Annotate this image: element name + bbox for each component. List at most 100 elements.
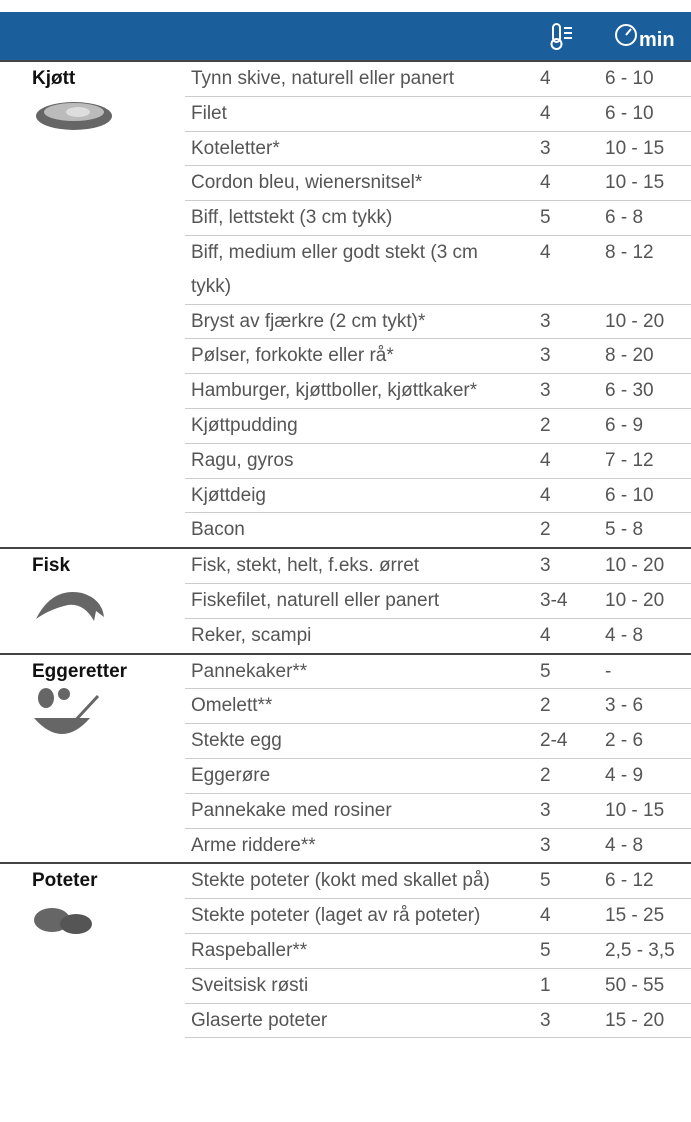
time: 2 - 6 <box>605 724 691 759</box>
level: 3 <box>540 828 605 863</box>
description: Bryst av fjærkre (2 cm tykt)* <box>185 304 540 339</box>
description: Kjøttdeig <box>185 478 540 513</box>
description: Bacon <box>185 513 540 548</box>
description: Tynn skive, naturell eller panert <box>185 61 540 96</box>
description: Pannekaker** <box>185 654 540 689</box>
description: Sveitsisk røsti <box>185 968 540 1003</box>
category-icon <box>32 898 185 950</box>
description: Stekte poteter (kokt med skallet på) <box>185 863 540 898</box>
category-icon <box>32 583 185 635</box>
header: min <box>0 12 691 60</box>
category-cell: Kjøtt <box>0 61 185 548</box>
level: 3 <box>540 304 605 339</box>
level: 5 <box>540 933 605 968</box>
level: 4 <box>540 443 605 478</box>
time: 6 - 8 <box>605 201 691 236</box>
time: 6 - 12 <box>605 863 691 898</box>
category-cell: Poteter <box>0 863 185 1037</box>
description: Filet <box>185 96 540 131</box>
category: Poteter <box>32 864 185 898</box>
level: 3 <box>540 793 605 828</box>
description: Biff, lettstekt (3 cm tykk) <box>185 201 540 236</box>
description: Koteletter* <box>185 131 540 166</box>
time: 10 - 20 <box>605 583 691 618</box>
level: 5 <box>540 654 605 689</box>
level: 3 <box>540 339 605 374</box>
time: 8 - 12 <box>605 235 691 304</box>
category-cell: Eggeretter <box>0 654 185 864</box>
time: - <box>605 654 691 689</box>
level: 3 <box>540 374 605 409</box>
level: 2 <box>540 689 605 724</box>
category-cell: Fisk <box>0 548 185 653</box>
level: 5 <box>540 201 605 236</box>
time: 50 - 55 <box>605 968 691 1003</box>
time: 4 - 8 <box>605 618 691 653</box>
category-icon <box>32 96 185 148</box>
description: Stekte poteter (laget av rå poteter) <box>185 899 540 934</box>
time: 10 - 15 <box>605 131 691 166</box>
level: 4 <box>540 61 605 96</box>
level: 4 <box>540 96 605 131</box>
level: 4 <box>540 899 605 934</box>
level: 3 <box>540 548 605 583</box>
description: Arme riddere** <box>185 828 540 863</box>
time: 10 - 20 <box>605 304 691 339</box>
time: 10 - 15 <box>605 793 691 828</box>
level: 2 <box>540 758 605 793</box>
time: 6 - 10 <box>605 61 691 96</box>
level: 3-4 <box>540 583 605 618</box>
description: Ragu, gyros <box>185 443 540 478</box>
time: 5 - 8 <box>605 513 691 548</box>
time: 6 - 9 <box>605 408 691 443</box>
time: 6 - 10 <box>605 478 691 513</box>
description: Omelett** <box>185 689 540 724</box>
level: 5 <box>540 863 605 898</box>
category-icon <box>32 688 185 760</box>
description: Pølser, forkokte eller rå* <box>185 339 540 374</box>
level: 4 <box>540 166 605 201</box>
time: 6 - 30 <box>605 374 691 409</box>
time: 10 - 20 <box>605 548 691 583</box>
level: 4 <box>540 235 605 304</box>
description: Eggerøre <box>185 758 540 793</box>
time: 10 - 15 <box>605 166 691 201</box>
description: Cordon bleu, wienersnitsel* <box>185 166 540 201</box>
description: Reker, scampi <box>185 618 540 653</box>
time: 8 - 20 <box>605 339 691 374</box>
description: Kjøttpudding <box>185 408 540 443</box>
time: 2,5 - 3,5 <box>605 933 691 968</box>
description: Hamburger, kjøttboller, kjøttkaker* <box>185 374 540 409</box>
time: 4 - 9 <box>605 758 691 793</box>
description: Pannekake med rosiner <box>185 793 540 828</box>
header-icons: min <box>0 12 691 60</box>
level: 3 <box>540 1003 605 1038</box>
level: 2 <box>540 513 605 548</box>
page: min KjøttTynn skive, naturell eller pane… <box>0 0 691 1122</box>
time: 7 - 12 <box>605 443 691 478</box>
time: 3 - 6 <box>605 689 691 724</box>
description: Fisk, stekt, helt, f.eks. ørret <box>185 548 540 583</box>
level: 2 <box>540 408 605 443</box>
description: Fiskefilet, naturell eller panert <box>185 583 540 618</box>
level: 4 <box>540 618 605 653</box>
time: 15 - 20 <box>605 1003 691 1038</box>
time: 4 - 8 <box>605 828 691 863</box>
description: Stekte egg <box>185 724 540 759</box>
time: 15 - 25 <box>605 899 691 934</box>
level: 1 <box>540 968 605 1003</box>
level: 4 <box>540 478 605 513</box>
category: Fisk <box>32 549 185 583</box>
description: Biff, medium eller godt stekt (3 cm tykk… <box>185 235 540 304</box>
cooking-table: KjøttTynn skive, naturell eller panert46… <box>0 60 691 1038</box>
level: 3 <box>540 131 605 166</box>
time-unit: min <box>639 29 675 51</box>
category: Kjøtt <box>32 62 185 96</box>
description: Glaserte poteter <box>185 1003 540 1038</box>
category: Eggeretter <box>32 655 185 689</box>
description: Raspeballer** <box>185 933 540 968</box>
